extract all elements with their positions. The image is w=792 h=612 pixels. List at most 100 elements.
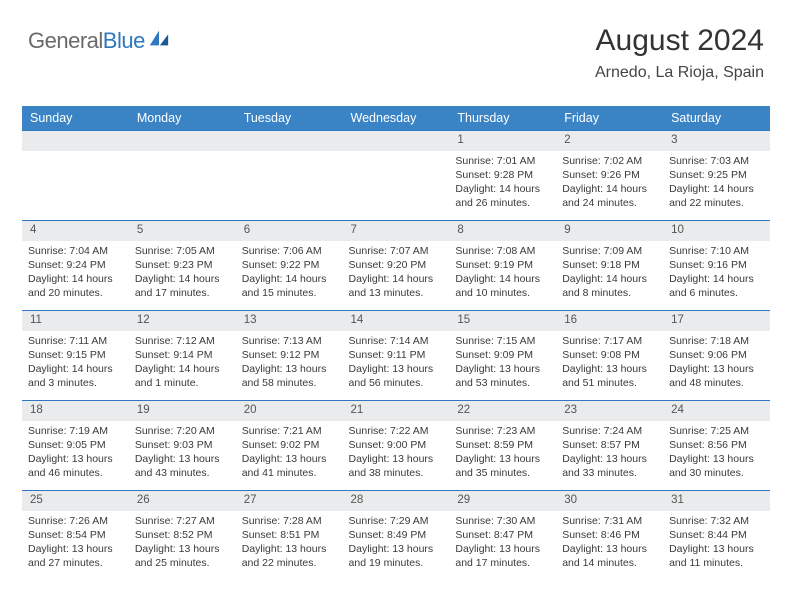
daylight-text: Daylight: 13 hours xyxy=(669,542,764,556)
daylight-text: Daylight: 13 hours xyxy=(28,452,123,466)
sunset-text: Sunset: 8:51 PM xyxy=(242,528,337,542)
sunset-text: Sunset: 8:44 PM xyxy=(669,528,764,542)
header-right: August 2024 Arnedo, La Rioja, Spain xyxy=(595,24,764,82)
sunset-text: Sunset: 9:23 PM xyxy=(135,258,230,272)
day-number: 16 xyxy=(556,311,663,331)
day-cell: Sunrise: 7:10 AMSunset: 9:16 PMDaylight:… xyxy=(663,241,770,311)
day-cell: Sunrise: 7:28 AMSunset: 8:51 PMDaylight:… xyxy=(236,511,343,581)
sunset-text: Sunset: 9:14 PM xyxy=(135,348,230,362)
daylight-text: and 56 minutes. xyxy=(349,376,444,390)
daylight-text: and 27 minutes. xyxy=(28,556,123,570)
daylight-text: Daylight: 13 hours xyxy=(349,542,444,556)
sunrise-text: Sunrise: 7:19 AM xyxy=(28,424,123,438)
sunset-text: Sunset: 9:25 PM xyxy=(669,168,764,182)
daylight-text: Daylight: 13 hours xyxy=(669,452,764,466)
sunrise-text: Sunrise: 7:07 AM xyxy=(349,244,444,258)
daylight-text: Daylight: 13 hours xyxy=(455,362,550,376)
day-cell: Sunrise: 7:22 AMSunset: 9:00 PMDaylight:… xyxy=(343,421,450,491)
daylight-text: Daylight: 13 hours xyxy=(669,362,764,376)
day-cell xyxy=(22,151,129,221)
daylight-text: Daylight: 14 hours xyxy=(28,362,123,376)
daylight-text: Daylight: 14 hours xyxy=(135,362,230,376)
day-cell: Sunrise: 7:23 AMSunset: 8:59 PMDaylight:… xyxy=(449,421,556,491)
day-cell xyxy=(236,151,343,221)
day-number xyxy=(22,131,129,151)
daylight-text: and 30 minutes. xyxy=(669,466,764,480)
day-cell: Sunrise: 7:27 AMSunset: 8:52 PMDaylight:… xyxy=(129,511,236,581)
daylight-text: and 13 minutes. xyxy=(349,286,444,300)
daylight-text: Daylight: 13 hours xyxy=(242,362,337,376)
daylight-text: Daylight: 13 hours xyxy=(135,542,230,556)
daylight-text: Daylight: 14 hours xyxy=(135,272,230,286)
sunset-text: Sunset: 9:11 PM xyxy=(349,348,444,362)
sunrise-text: Sunrise: 7:30 AM xyxy=(455,514,550,528)
daylight-text: and 10 minutes. xyxy=(455,286,550,300)
daylight-text: Daylight: 13 hours xyxy=(242,452,337,466)
sunset-text: Sunset: 9:28 PM xyxy=(455,168,550,182)
brand-logo: GeneralBlue xyxy=(28,28,170,54)
day-number: 8 xyxy=(449,221,556,241)
day-number: 31 xyxy=(663,491,770,511)
day-cell: Sunrise: 7:26 AMSunset: 8:54 PMDaylight:… xyxy=(22,511,129,581)
sunrise-text: Sunrise: 7:22 AM xyxy=(349,424,444,438)
day-cell: Sunrise: 7:05 AMSunset: 9:23 PMDaylight:… xyxy=(129,241,236,311)
day-number: 29 xyxy=(449,491,556,511)
daylight-text: Daylight: 14 hours xyxy=(562,182,657,196)
daylight-text: Daylight: 14 hours xyxy=(242,272,337,286)
daylight-text: and 51 minutes. xyxy=(562,376,657,390)
day-number: 1 xyxy=(449,131,556,151)
daylight-text: and 48 minutes. xyxy=(669,376,764,390)
sunrise-text: Sunrise: 7:15 AM xyxy=(455,334,550,348)
day-cell: Sunrise: 7:24 AMSunset: 8:57 PMDaylight:… xyxy=(556,421,663,491)
day-cell: Sunrise: 7:18 AMSunset: 9:06 PMDaylight:… xyxy=(663,331,770,401)
daynum-row: 18192021222324 xyxy=(22,401,770,421)
daylight-text: Daylight: 13 hours xyxy=(242,542,337,556)
day-number: 6 xyxy=(236,221,343,241)
sunset-text: Sunset: 8:59 PM xyxy=(455,438,550,452)
weekday-header: Monday xyxy=(129,106,236,131)
sunset-text: Sunset: 9:05 PM xyxy=(28,438,123,452)
sunrise-text: Sunrise: 7:29 AM xyxy=(349,514,444,528)
location-label: Arnedo, La Rioja, Spain xyxy=(595,64,764,82)
day-number: 9 xyxy=(556,221,663,241)
sunrise-text: Sunrise: 7:18 AM xyxy=(669,334,764,348)
daylight-text: and 46 minutes. xyxy=(28,466,123,480)
day-number: 21 xyxy=(343,401,450,421)
daylight-text: and 35 minutes. xyxy=(455,466,550,480)
daylight-text: Daylight: 13 hours xyxy=(562,542,657,556)
day-cell: Sunrise: 7:11 AMSunset: 9:15 PMDaylight:… xyxy=(22,331,129,401)
sunrise-text: Sunrise: 7:13 AM xyxy=(242,334,337,348)
sunset-text: Sunset: 9:22 PM xyxy=(242,258,337,272)
sunset-text: Sunset: 9:08 PM xyxy=(562,348,657,362)
weekday-header: Thursday xyxy=(449,106,556,131)
sunset-text: Sunset: 9:26 PM xyxy=(562,168,657,182)
sunset-text: Sunset: 8:49 PM xyxy=(349,528,444,542)
sunrise-text: Sunrise: 7:10 AM xyxy=(669,244,764,258)
daylight-text: Daylight: 13 hours xyxy=(28,542,123,556)
sunset-text: Sunset: 9:20 PM xyxy=(349,258,444,272)
daylight-text: and 19 minutes. xyxy=(349,556,444,570)
brand-sail-icon xyxy=(148,27,170,49)
daylight-text: and 26 minutes. xyxy=(455,196,550,210)
day-number: 13 xyxy=(236,311,343,331)
weekday-header: Friday xyxy=(556,106,663,131)
day-cell: Sunrise: 7:14 AMSunset: 9:11 PMDaylight:… xyxy=(343,331,450,401)
day-number: 4 xyxy=(22,221,129,241)
day-number: 15 xyxy=(449,311,556,331)
sunrise-text: Sunrise: 7:20 AM xyxy=(135,424,230,438)
sunset-text: Sunset: 8:54 PM xyxy=(28,528,123,542)
sunset-text: Sunset: 9:12 PM xyxy=(242,348,337,362)
sunset-text: Sunset: 8:52 PM xyxy=(135,528,230,542)
sunset-text: Sunset: 9:16 PM xyxy=(669,258,764,272)
day-cell: Sunrise: 7:03 AMSunset: 9:25 PMDaylight:… xyxy=(663,151,770,221)
daynum-row: 11121314151617 xyxy=(22,311,770,331)
daylight-text: Daylight: 13 hours xyxy=(349,362,444,376)
daylight-text: Daylight: 13 hours xyxy=(562,452,657,466)
day-number: 17 xyxy=(663,311,770,331)
day-number: 18 xyxy=(22,401,129,421)
daylight-text: and 20 minutes. xyxy=(28,286,123,300)
day-cell: Sunrise: 7:04 AMSunset: 9:24 PMDaylight:… xyxy=(22,241,129,311)
sunset-text: Sunset: 9:03 PM xyxy=(135,438,230,452)
daylight-text: and 11 minutes. xyxy=(669,556,764,570)
day-cell: Sunrise: 7:07 AMSunset: 9:20 PMDaylight:… xyxy=(343,241,450,311)
